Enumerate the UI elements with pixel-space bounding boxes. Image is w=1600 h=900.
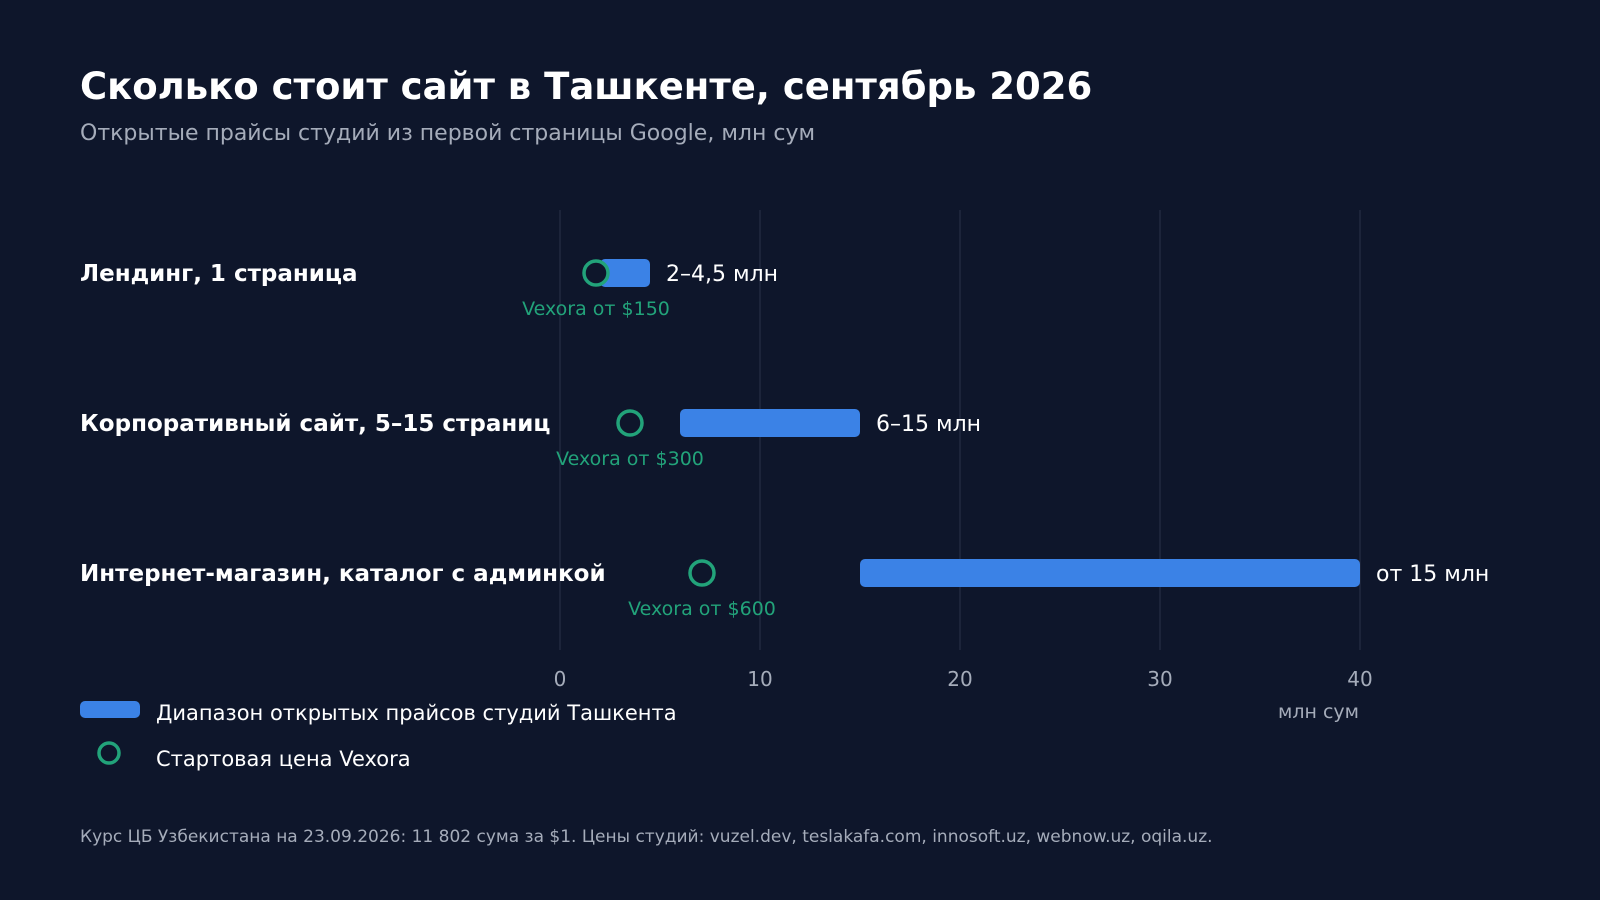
range-bar-label-0: 2–4,5 млн [666,262,778,287]
legend-swatch-range [80,701,140,718]
x-tick-label-2: 20 [947,667,972,691]
legend-label-range: Диапазон открытых прайсов студий Ташкент… [156,701,677,725]
legend: Диапазон открытых прайсов студий Ташкент… [80,701,677,771]
footnote: Курс ЦБ Узбекистана на 23.09.2026: 11 80… [80,827,1213,847]
vexora-marker-0 [582,259,610,287]
range-bar-label-2: от 15 млн [1376,562,1489,587]
x-axis-ticks: 0 10 20 30 40 [554,667,1373,691]
vexora-marker-label-1: Vexora от $300 [556,448,704,470]
vexora-marker-label-0: Vexora от $150 [522,298,670,320]
legend-label-marker: Стартовая цена Vexora [156,747,411,771]
category-label-1: Корпоративный сайт, 5–15 страниц [80,411,550,437]
range-bar-label-1: 6–15 млн [876,412,981,437]
chart-title: Сколько стоит сайт в Ташкенте, сентябрь … [80,65,1092,108]
chart-subtitle: Открытые прайсы студий из первой страниц… [80,121,815,146]
range-bar-1 [680,409,860,437]
x-tick-label-0: 0 [554,667,567,691]
x-axis-label: млн сум [1278,701,1359,723]
legend-swatch-marker [97,741,121,765]
vexora-marker-1 [616,409,644,437]
vexora-marker-2 [688,559,716,587]
category-label-2: Интернет-магазин, каталог с админкой [80,561,606,587]
x-tick-label-4: 40 [1347,667,1372,691]
vexora-marker-label-2: Vexora от $600 [628,598,776,620]
vexora-markers: Vexora от $150 Vexora от $300 Vexora от $6… [522,259,776,620]
category-label-0: Лендинг, 1 страница [80,261,357,287]
range-bars: 2–4,5 млн 6–15 млн от 15 млн [600,259,1489,587]
x-tick-label-3: 30 [1147,667,1172,691]
range-bar-2 [860,559,1360,587]
category-labels: Лендинг, 1 страница Корпоративный сайт, 5… [80,261,606,587]
x-tick-label-1: 10 [747,667,772,691]
range-bar-0 [600,259,650,287]
